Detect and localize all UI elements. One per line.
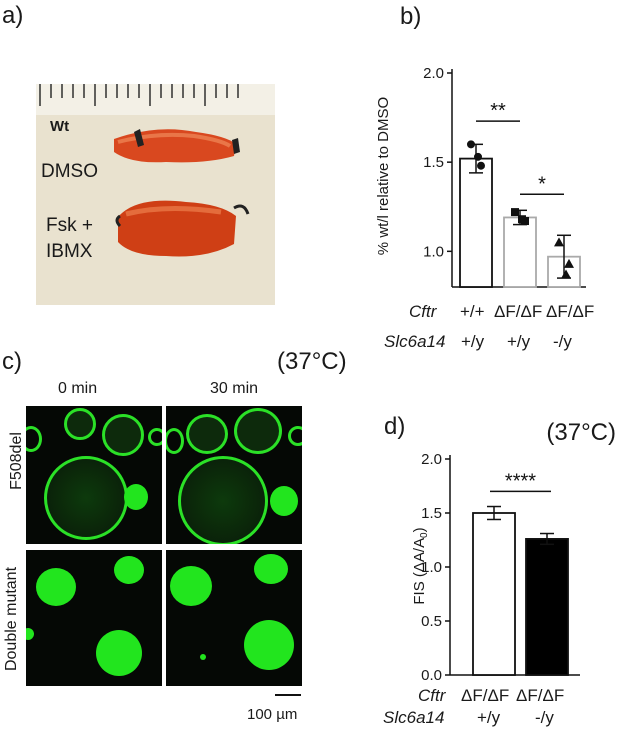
fsk-label: Fsk +	[46, 215, 93, 236]
data-point	[474, 152, 482, 161]
chart-d-ylabel: FIS (ΔA/A0)	[411, 527, 430, 604]
bar	[503, 216, 537, 288]
bar	[472, 512, 516, 676]
colon-photo: Wt DMSO Fsk + IBMX	[36, 84, 275, 305]
significance-label: **	[490, 100, 506, 122]
bar	[459, 157, 493, 288]
d-slc-1: +/y	[477, 708, 501, 727]
b-cftr-2: ΔF/ΔF	[494, 302, 543, 321]
y-tick-label: 2.0	[423, 65, 444, 82]
colon-tissue	[114, 129, 250, 257]
significance-label: *	[538, 173, 546, 195]
data-point	[511, 208, 519, 217]
significance-label: ****	[505, 470, 536, 492]
panel-a-label: a)	[2, 2, 24, 29]
chart-b-significance: ***	[476, 100, 564, 195]
b-slc-3: -/y	[553, 332, 572, 351]
y-tick-label: 1.5	[423, 154, 444, 171]
d-cftr-1: ΔF/ΔF	[461, 686, 510, 705]
col-header-0min: 0 min	[58, 380, 98, 397]
chart-d: d) (37°C) FIS (ΔA/A0) 0.0 0.5 1.0 1.5 2.0 **…	[384, 413, 616, 684]
data-point	[467, 140, 475, 149]
panel-c-label: c)	[2, 348, 22, 375]
chart-d-bars	[472, 505, 569, 676]
d-slc-label: Slc6a14	[383, 708, 445, 727]
micrograph-f508del-30min	[166, 406, 302, 544]
chart-b-bars	[459, 140, 581, 288]
data-point	[554, 237, 564, 247]
chart-d-significance: ****	[490, 470, 551, 492]
d-cftr-2: ΔF/ΔF	[516, 686, 565, 705]
y-tick-label: 2.0	[421, 451, 442, 468]
y-tick-label: 0.5	[421, 613, 442, 630]
bar	[525, 538, 569, 676]
data-point	[518, 215, 526, 224]
micrograph-f508del-0min	[26, 406, 162, 544]
b-cftr-3: ΔF/ΔF	[546, 302, 595, 321]
ruler-ticks	[39, 84, 239, 106]
chart-b-ylabel: % wt/l relative to DMSO	[375, 97, 392, 255]
y-tick-label: 1.5	[421, 505, 442, 522]
b-slc-label: Slc6a14	[384, 332, 446, 351]
panel-c-temperature: (37°C)	[277, 348, 347, 375]
b-slc-2: +/y	[507, 332, 531, 351]
row-label-double-mutant: Double mutant	[3, 566, 20, 672]
col-header-30min: 30 min	[210, 380, 259, 397]
ruler	[36, 84, 275, 115]
wt-label: Wt	[50, 118, 70, 135]
scale-bar-label: 100 µm	[247, 706, 298, 723]
chart-d-annotation: (37°C)	[546, 419, 616, 446]
micrograph-double-mutant-0min	[26, 550, 162, 686]
data-point	[477, 161, 485, 170]
chart-b: b) % wt/l relative to DMSO 1.01.52.0 ***	[375, 3, 586, 288]
chart-b-panel-label: b)	[400, 3, 421, 30]
d-cftr-label: Cftr	[418, 686, 446, 705]
scale-bar	[275, 694, 301, 696]
y-tick-label: 1.0	[423, 243, 444, 260]
d-slc-2: -/y	[535, 708, 554, 727]
y-tick-label: 1.0	[421, 559, 442, 576]
b-cftr-label: Cftr	[409, 302, 437, 321]
data-point	[564, 258, 574, 268]
dmso-label: DMSO	[41, 161, 98, 182]
b-slc-1: +/y	[461, 332, 485, 351]
ibmx-label: IBMX	[46, 241, 93, 262]
y-tick-label: 0.0	[421, 667, 442, 684]
b-cftr-1: +/+	[460, 302, 485, 321]
row-label-f508del: F508del	[8, 432, 25, 490]
chart-d-panel-label: d)	[384, 413, 405, 440]
micrograph-double-mutant-30min	[166, 550, 302, 686]
data-point	[561, 269, 571, 279]
